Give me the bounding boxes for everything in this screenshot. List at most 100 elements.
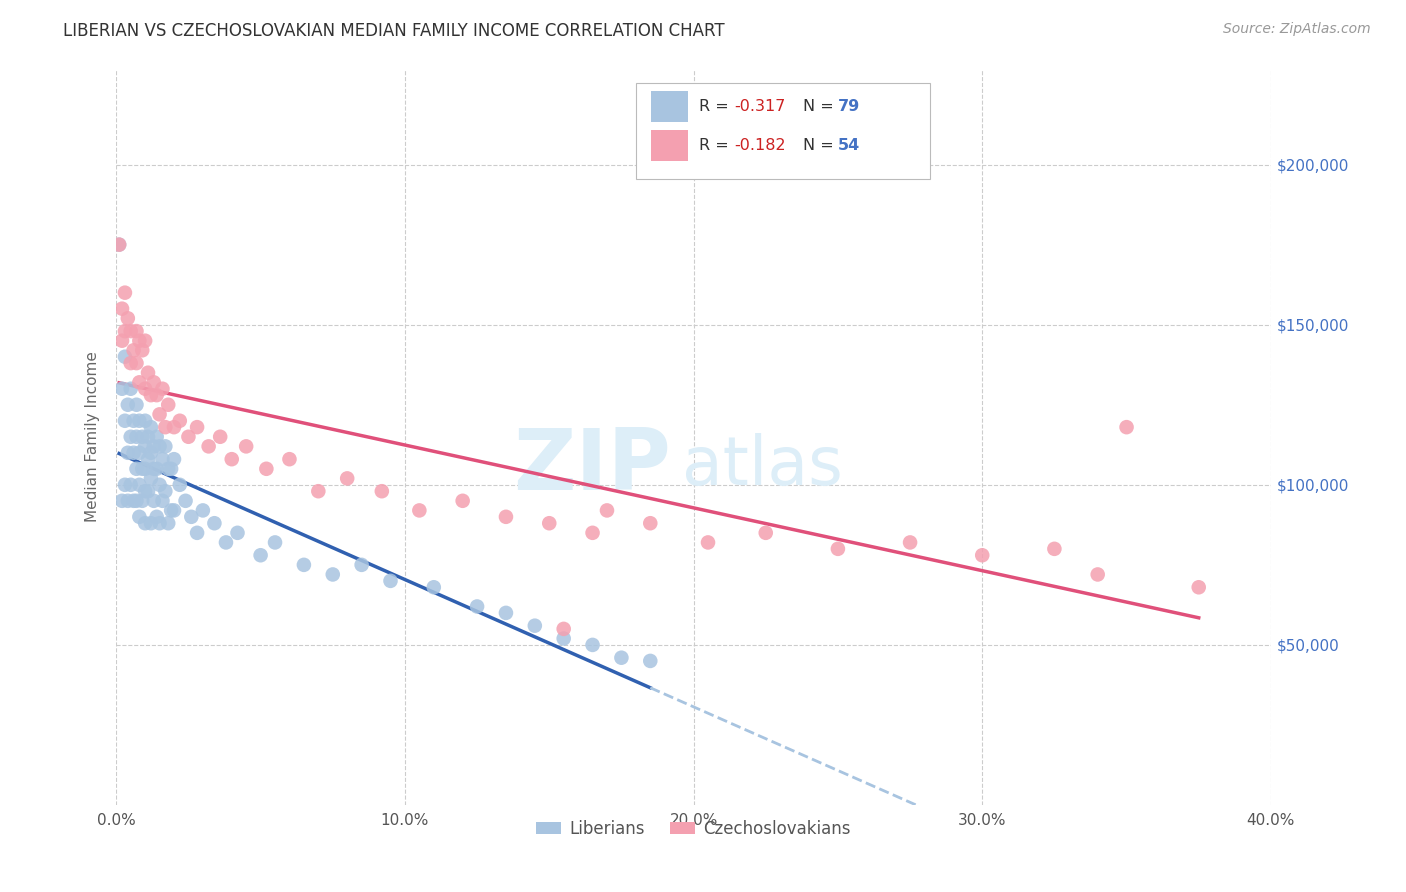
Point (139, 516, 162, 531)
Point (755, 525, 778, 540)
Point (148, 516, 170, 531)
Point (134, 462, 156, 476)
Point (134, 414, 156, 428)
Text: N =: N = (803, 138, 839, 153)
Point (128, 334, 150, 348)
Point (221, 452, 243, 467)
Point (114, 477, 136, 491)
Point (128, 414, 150, 428)
Point (128, 446, 150, 460)
Point (111, 382, 134, 396)
Point (145, 462, 167, 476)
Point (523, 618, 546, 632)
Point (152, 493, 174, 508)
Point (596, 503, 619, 517)
Point (322, 567, 344, 582)
Point (581, 525, 603, 540)
Text: ZIP: ZIP (513, 425, 671, 508)
Point (1043, 541, 1066, 556)
Point (117, 311, 139, 326)
Point (827, 541, 849, 556)
Point (136, 484, 159, 499)
Point (122, 446, 145, 460)
Point (152, 382, 174, 396)
Point (131, 493, 153, 508)
Point (125, 493, 148, 508)
Point (131, 462, 153, 476)
Point (131, 343, 153, 358)
Point (122, 414, 145, 428)
Text: 79: 79 (838, 99, 860, 114)
Point (169, 414, 191, 428)
Point (136, 430, 159, 444)
Point (451, 493, 474, 508)
Point (292, 558, 315, 572)
Text: N =: N = (803, 99, 839, 114)
Point (134, 334, 156, 348)
Point (142, 493, 165, 508)
Point (186, 420, 208, 434)
Point (157, 398, 180, 412)
Text: R =: R = (699, 99, 734, 114)
Point (553, 632, 575, 646)
Point (139, 446, 162, 460)
Point (610, 650, 633, 665)
Point (128, 509, 150, 524)
Point (120, 324, 142, 338)
Point (640, 516, 662, 531)
Point (408, 503, 430, 517)
Point (169, 477, 191, 491)
Point (142, 462, 165, 476)
Point (139, 388, 162, 402)
Point (155, 439, 177, 453)
FancyBboxPatch shape (636, 83, 931, 179)
Point (163, 503, 186, 517)
Point (145, 509, 167, 524)
Point (581, 638, 603, 652)
Point (278, 452, 301, 467)
Point (898, 535, 921, 549)
Text: atlas: atlas (682, 434, 844, 500)
Point (152, 452, 174, 467)
Point (139, 471, 162, 485)
Text: 54: 54 (838, 138, 860, 153)
Point (111, 334, 134, 348)
Point (120, 430, 142, 444)
Point (108, 237, 131, 252)
Point (134, 439, 156, 453)
Point (145, 388, 167, 402)
Point (125, 398, 148, 412)
Text: -0.182: -0.182 (734, 138, 786, 153)
Point (120, 477, 142, 491)
Legend: Liberians, Czechoslovakians: Liberians, Czechoslovakians (530, 814, 858, 845)
Point (114, 350, 136, 364)
Point (972, 548, 994, 562)
Point (142, 376, 165, 390)
Point (114, 285, 136, 300)
Point (148, 408, 170, 422)
Point (139, 420, 162, 434)
Y-axis label: Median Family Income: Median Family Income (86, 351, 100, 522)
Point (350, 558, 373, 572)
Point (465, 599, 488, 614)
Point (125, 324, 148, 338)
Point (120, 356, 142, 370)
Point (155, 484, 177, 499)
Point (155, 420, 177, 434)
Point (117, 398, 139, 412)
Point (120, 382, 142, 396)
Point (215, 535, 238, 549)
Point (1087, 567, 1109, 582)
Point (553, 622, 575, 636)
Point (1188, 580, 1211, 594)
Point (163, 420, 186, 434)
Point (254, 462, 277, 476)
Point (125, 430, 148, 444)
Point (202, 516, 225, 531)
Point (249, 548, 271, 562)
Point (131, 430, 153, 444)
Text: -0.317: -0.317 (734, 99, 786, 114)
Point (117, 446, 139, 460)
Point (122, 493, 145, 508)
Point (122, 343, 145, 358)
